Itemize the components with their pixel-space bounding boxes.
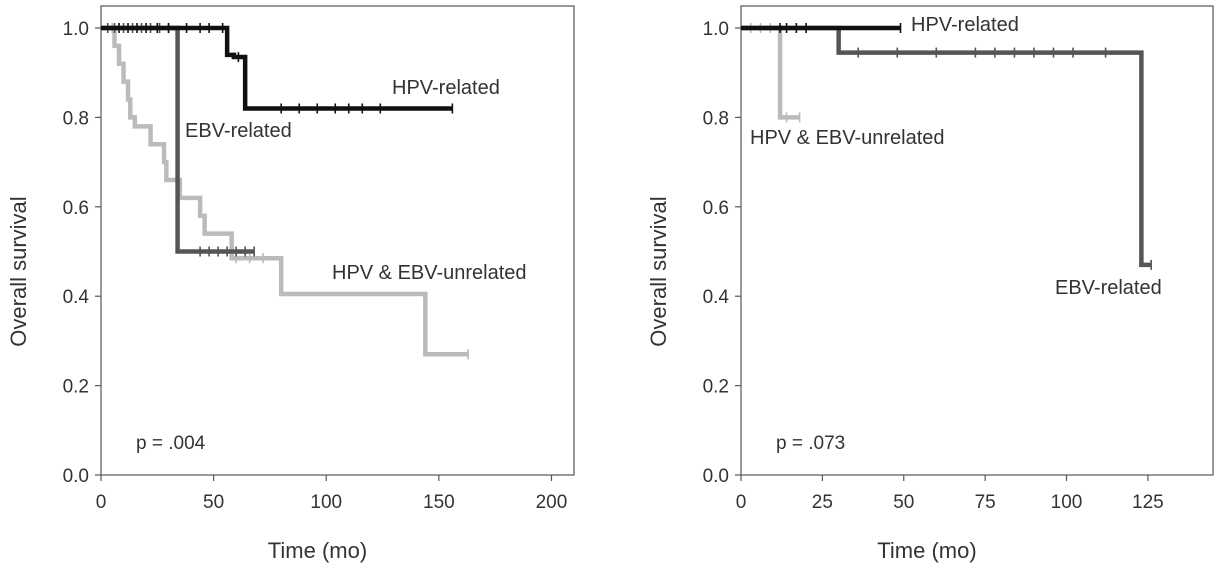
series-hpv-ebv-unrelated: HPV & EBV-unrelated bbox=[741, 23, 945, 149]
series-label: HPV-related bbox=[911, 14, 1019, 36]
p-value-annotation: p = .004 bbox=[136, 433, 206, 454]
y-tick-label: 0.2 bbox=[703, 377, 729, 398]
series-label: EBV-related bbox=[1055, 277, 1162, 299]
series-label: HPV & EBV-unrelated bbox=[332, 262, 527, 284]
p-value-annotation: p = .073 bbox=[776, 433, 845, 454]
y-tick-label: 0.4 bbox=[63, 287, 90, 308]
survival-line bbox=[101, 25, 469, 357]
y-tick-label: 0.2 bbox=[63, 377, 89, 398]
y-tick-label: 0.8 bbox=[703, 108, 729, 129]
y-tick-label: 1.0 bbox=[63, 19, 89, 40]
y-tick-label: 0.0 bbox=[63, 466, 89, 487]
x-tick-label: 150 bbox=[423, 492, 455, 513]
x-tick-label: 0 bbox=[96, 492, 107, 513]
y-tick-label: 0.6 bbox=[703, 198, 729, 219]
x-axis-title: Time (mo) bbox=[877, 538, 976, 563]
x-tick-label: 50 bbox=[893, 492, 914, 513]
chart-panel-2: 0.0 0.2 0.4 0.6 0.8 1.0 0 25 50 75 100 125 Time (mo)… bbox=[646, 5, 1214, 563]
y-tick-label: 0.6 bbox=[63, 198, 89, 219]
y-tick-label: 1.0 bbox=[703, 19, 729, 40]
x-tick-label: 25 bbox=[812, 492, 833, 513]
series-label: HPV-related bbox=[392, 77, 500, 99]
survival-line bbox=[741, 25, 800, 120]
plot-frame bbox=[740, 5, 1214, 476]
y-tick-label: 0.0 bbox=[703, 466, 729, 487]
x-tick-label: 50 bbox=[203, 492, 224, 513]
series-ebv-related: EBV-related bbox=[741, 25, 1162, 299]
x-tick-label: 75 bbox=[975, 492, 996, 513]
series-label: EBV-related bbox=[185, 120, 292, 142]
x-tick-label: 100 bbox=[310, 492, 342, 513]
series-ebv-related: EBV-related bbox=[101, 23, 292, 257]
x-tick-label: 0 bbox=[736, 492, 747, 513]
series-hpv-related: HPV-related bbox=[741, 14, 1019, 36]
survival-line bbox=[101, 25, 453, 111]
x-axis-title: Time (mo) bbox=[268, 538, 367, 563]
x-tick-label: 100 bbox=[1051, 492, 1083, 513]
y-axis-title: Overall survival bbox=[6, 196, 31, 346]
y-tick-label: 0.4 bbox=[703, 287, 730, 308]
y-tick-label: 0.8 bbox=[63, 108, 89, 129]
x-tick-label: 200 bbox=[536, 492, 568, 513]
x-tick-label: 125 bbox=[1132, 492, 1164, 513]
y-axis-title: Overall survival bbox=[646, 196, 671, 346]
plot-frame bbox=[100, 5, 575, 476]
series-hpv-related: HPV-related bbox=[101, 23, 500, 114]
series-hpv-ebv-unrelated: HPV & EBV-unrelated bbox=[101, 23, 527, 360]
chart-panel-1: 0.0 0.2 0.4 0.6 0.8 1.0 0 50 100 150 200 Time (mo) O… bbox=[6, 5, 575, 563]
series-label: HPV & EBV-unrelated bbox=[750, 127, 945, 149]
